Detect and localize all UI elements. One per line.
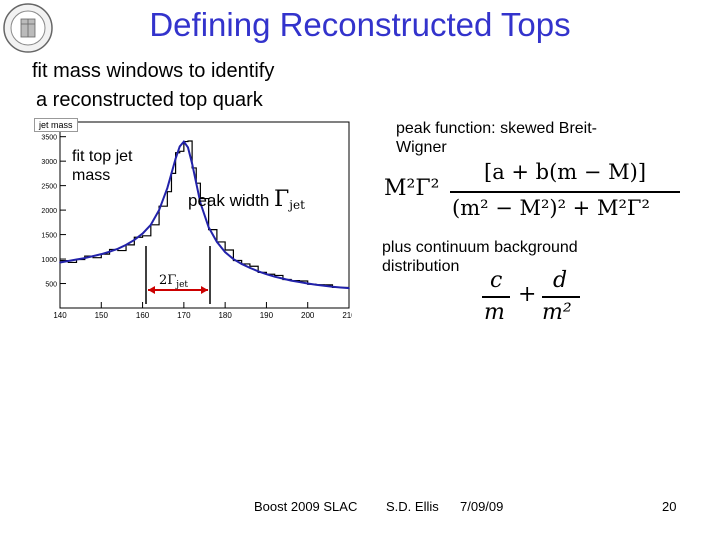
fit-point	[323, 284, 326, 287]
subtitle-line-1: fit mass windows to identify	[32, 60, 275, 82]
cf-bar-1	[482, 296, 510, 298]
x-tick-label: 140	[53, 311, 67, 320]
fit-point	[174, 157, 177, 160]
university-seal-logo	[3, 3, 53, 53]
fit-label-line-2: mass	[72, 167, 111, 184]
y-tick-label: 1500	[41, 233, 57, 240]
peak-function-note: peak function: skewed Breit- Wigner	[396, 119, 597, 157]
cf-m2: m²	[542, 300, 572, 325]
bw-numerator: [a + b(m − M)]	[484, 160, 647, 184]
fit-point	[100, 253, 103, 255]
bw-denominator: (m² − M²)² + M²Γ²	[452, 196, 650, 220]
cf-d: d	[553, 268, 568, 293]
cf-plus: +	[518, 282, 537, 307]
continuum-note: plus continuum background distribution	[382, 238, 578, 276]
fit-point	[92, 255, 94, 257]
two-gamma-label: 2Γjet	[159, 273, 188, 290]
y-tick-label: 3000	[41, 159, 57, 166]
fit-point	[178, 145, 181, 148]
fit-point	[224, 251, 226, 253]
fit-point	[207, 226, 210, 229]
footer-conference: Boost 2009 SLAC	[254, 499, 358, 514]
y-tick-label: 2000	[41, 208, 57, 215]
fit-point	[170, 172, 173, 175]
peak-function-line-2: Wigner	[396, 139, 447, 156]
fit-point	[339, 286, 342, 289]
fit-point	[290, 279, 293, 282]
y-tick-label: 3500	[41, 135, 57, 142]
x-tick-label: 200	[301, 311, 315, 320]
fit-point	[265, 273, 268, 276]
fit-point	[257, 270, 259, 273]
continuum-line-2: distribution	[382, 258, 460, 275]
fit-point	[133, 239, 136, 241]
x-tick-label: 150	[95, 311, 109, 320]
slide-subtitle: fit mass windows to identify a reconstru…	[32, 57, 274, 115]
cf-c: c	[490, 268, 503, 293]
bw-lhs: M²Γ²	[384, 176, 440, 201]
fit-point	[331, 285, 334, 288]
fit-point	[240, 263, 243, 265]
fit-point	[199, 201, 202, 204]
fit-point	[141, 232, 144, 235]
fit-point	[83, 257, 86, 259]
fit-point	[315, 283, 317, 286]
fit-point	[67, 260, 70, 262]
x-tick-label: 190	[260, 311, 274, 320]
bw-fraction-bar	[450, 191, 680, 193]
cf-m: m	[484, 300, 505, 325]
y-tick-label: 1000	[41, 257, 57, 264]
fit-point	[183, 140, 185, 143]
fit-label-line-1: fit top jet	[72, 148, 133, 165]
subtitle-line-2: a reconstructed top quark	[36, 89, 263, 111]
fit-point	[232, 258, 235, 260]
fit-point	[187, 146, 189, 149]
fit-point	[125, 244, 127, 246]
fit-point	[249, 267, 251, 269]
footer-page-number: 20	[662, 499, 677, 514]
footer-author: S.D. Ellis	[386, 499, 439, 514]
breit-wigner-formula: M²Γ² [a + b(m − M)] (m² − M²)² + M²Γ²	[384, 160, 684, 230]
plot-title: jet mass	[34, 118, 78, 132]
fit-point	[191, 162, 193, 165]
continuum-formula: c m + d m²	[480, 264, 590, 334]
cf-bar-2	[542, 296, 580, 298]
fit-point	[216, 241, 218, 243]
x-tick-label: 210	[342, 311, 352, 320]
two-gamma-arrows	[145, 246, 211, 304]
peak-width-label: peak width Γjet	[188, 187, 305, 212]
two-gamma-text: 2Γ	[159, 273, 177, 288]
fit-point	[306, 282, 309, 285]
slide-title: Defining Reconstructed Tops	[149, 6, 571, 43]
fit-point	[150, 223, 152, 226]
fit-point	[166, 187, 169, 189]
peak-width-text: peak width	[188, 191, 270, 210]
gamma-symbol: Γ	[274, 187, 290, 212]
fit-point	[158, 209, 160, 211]
fit-point	[75, 258, 78, 261]
y-tick-label: 2500	[41, 184, 57, 191]
gamma-subscript: jet	[289, 198, 305, 212]
two-gamma-subscript: jet	[176, 280, 189, 290]
fit-point	[59, 261, 61, 264]
fit-point	[348, 287, 350, 289]
fit-point	[195, 182, 198, 184]
continuum-line-1: plus continuum background	[382, 239, 578, 256]
jet-mass-histogram: 140 150 160 170 180 190 200 210 500 1000 1500 2000 2…	[41, 121, 352, 320]
footer-date: 7/09/09	[460, 499, 504, 514]
fit-point	[117, 247, 119, 250]
fit-point	[298, 281, 301, 283]
fit-curve	[59, 139, 350, 290]
y-tick-label: 500	[45, 282, 57, 289]
x-tick-label: 160	[136, 311, 150, 320]
fit-point	[273, 275, 276, 278]
fit-point	[282, 277, 284, 280]
peak-function-line-1: peak function: skewed Breit-	[396, 120, 597, 137]
fit-label: fit top jet mass	[72, 147, 132, 185]
fit-point	[108, 250, 111, 253]
x-tick-label: 180	[218, 311, 232, 320]
x-tick-label: 170	[177, 311, 191, 320]
